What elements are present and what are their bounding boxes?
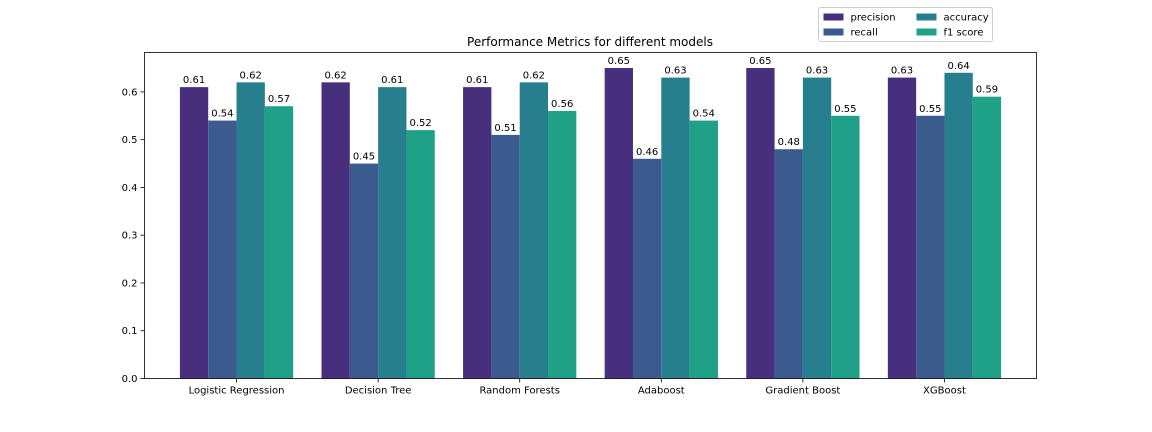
bar	[208, 120, 237, 379]
data-label: 0.61	[183, 75, 205, 86]
legend-label: recall	[851, 28, 878, 39]
legend-swatch	[916, 28, 937, 36]
data-label: 0.55	[919, 104, 941, 115]
bar	[916, 115, 945, 379]
x-tick-label: Gradient Boost	[765, 386, 840, 397]
y-tick-label: 0.5	[122, 135, 138, 146]
bar	[774, 149, 803, 379]
x-tick-label: Logistic Regression	[189, 386, 285, 397]
bar	[944, 72, 973, 379]
bar	[378, 87, 407, 379]
y-tick-label: 0.1	[122, 326, 138, 337]
data-label: 0.52	[409, 118, 431, 129]
x-tick-label: XGBoost	[923, 386, 966, 397]
bar	[463, 87, 492, 379]
data-label: 0.62	[325, 70, 347, 81]
data-label: 0.45	[353, 152, 375, 163]
x-tick-label: Decision Tree	[345, 386, 412, 397]
data-label: 0.59	[976, 85, 998, 96]
legend-box	[818, 7, 993, 42]
bar	[179, 87, 209, 379]
data-label: 0.63	[806, 66, 828, 77]
legend-label: precision	[851, 13, 896, 24]
legend-swatch	[916, 13, 937, 21]
y-tick-label: 0.3	[122, 231, 138, 242]
bar	[746, 68, 775, 379]
x-tick-label: Random Forests	[479, 386, 559, 397]
data-label: 0.63	[664, 66, 686, 77]
data-label: 0.63	[891, 66, 913, 77]
data-label: 0.51	[494, 123, 516, 134]
data-label: 0.48	[778, 137, 800, 148]
data-label: 0.65	[608, 56, 630, 67]
plot-area: 0.61 0.54 0.62 0.57 0.62 0.45 0.61 0.52 0.61 0.51…	[179, 56, 1002, 379]
data-label: 0.55	[834, 104, 856, 115]
bar	[321, 82, 350, 379]
bar	[831, 115, 860, 379]
bar	[689, 120, 718, 379]
bar	[661, 77, 690, 379]
bar	[349, 163, 379, 379]
bar	[491, 134, 520, 379]
plot-frame	[144, 52, 1037, 379]
bar	[548, 111, 577, 379]
data-label: 0.65	[749, 56, 771, 67]
bar	[264, 106, 294, 379]
bar	[802, 77, 832, 379]
legend-swatch	[823, 28, 844, 36]
data-label: 0.54	[693, 109, 715, 120]
x-tick-label: Adaboost	[638, 386, 685, 397]
data-label: 0.62	[240, 70, 262, 81]
y-axis: 0.0 0.1 0.2 0.3 0.4 0.5 0.6	[122, 87, 145, 385]
legend-label: f1 score	[944, 28, 984, 39]
data-label: 0.61	[381, 75, 403, 86]
bar	[632, 158, 662, 379]
bar	[236, 82, 265, 379]
legend-swatch	[823, 13, 844, 21]
legend-label: accuracy	[944, 13, 989, 24]
x-axis: Logistic Regression Decision Tree Random F…	[189, 378, 966, 397]
y-tick-label: 0.6	[122, 87, 138, 98]
y-tick-label: 0.2	[122, 278, 138, 289]
legend: precision recall accuracy f1 score	[818, 7, 993, 42]
y-tick-label: 0.0	[122, 374, 138, 385]
y-tick-label: 0.4	[122, 183, 138, 194]
bar	[887, 77, 917, 379]
data-label: 0.62	[523, 70, 545, 81]
data-label: 0.54	[211, 109, 233, 120]
data-label: 0.64	[947, 61, 969, 72]
bar	[972, 96, 1002, 379]
bar	[406, 130, 435, 379]
data-label: 0.61	[466, 75, 488, 86]
data-label: 0.57	[268, 94, 290, 105]
data-label: 0.56	[551, 99, 573, 110]
bar	[519, 82, 549, 379]
chart-title: Performance Metrics for different models	[467, 35, 713, 49]
data-label: 0.46	[636, 147, 658, 158]
bar	[604, 68, 633, 379]
